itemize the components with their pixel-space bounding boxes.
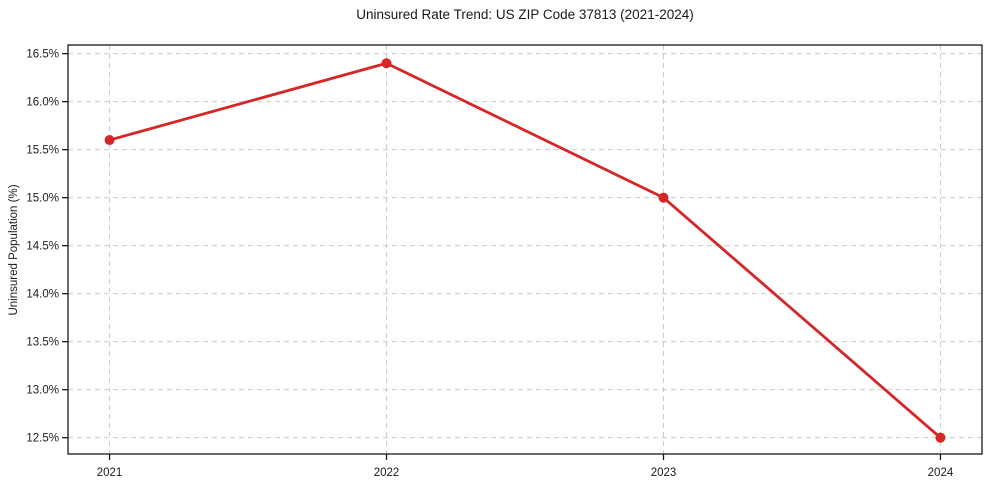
x-tick-label: 2022	[374, 467, 400, 479]
data-point	[935, 432, 946, 443]
y-tick-label: 14.0%	[26, 289, 59, 301]
data-point	[104, 135, 115, 146]
data-point	[381, 58, 392, 69]
x-tick-label: 2024	[928, 467, 954, 479]
x-tick-label: 2023	[651, 467, 677, 479]
y-tick-label: 16.0%	[26, 97, 59, 109]
y-tick-label: 15.0%	[26, 193, 59, 205]
data-point	[658, 192, 669, 203]
x-tick-label: 2021	[97, 467, 123, 479]
y-tick-label: 15.5%	[26, 145, 59, 157]
y-tick-label: 14.5%	[26, 241, 59, 253]
trend-line	[108, 61, 942, 440]
chart-title: Uninsured Rate Trend: US ZIP Code 37813 …	[356, 7, 694, 22]
y-tick-label: 12.5%	[26, 433, 59, 445]
y-tick-label: 13.5%	[26, 337, 59, 349]
y-tick-label: 13.0%	[26, 385, 59, 397]
y-axis-label: Uninsured Population (%)	[8, 184, 20, 316]
y-tick-label: 16.5%	[26, 49, 59, 61]
plot-border	[67, 44, 983, 455]
